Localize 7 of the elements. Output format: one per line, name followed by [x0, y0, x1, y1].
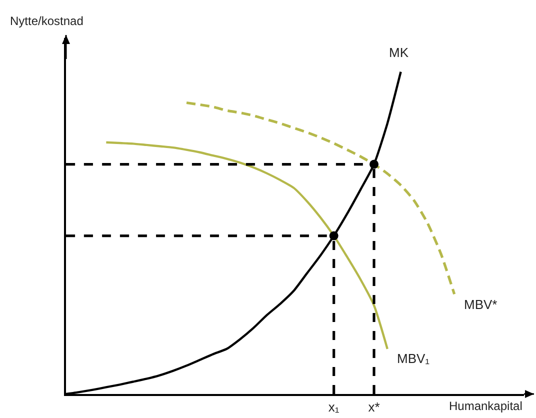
- x-tick-label: x*: [368, 399, 380, 414]
- x-axis-title: Humankapital: [449, 399, 522, 413]
- x-tick-label: x₁: [328, 399, 340, 414]
- series-label: MBV*: [464, 297, 498, 312]
- series-label: MBV₁: [397, 351, 430, 366]
- y-axis-title: Nytte/kostnad: [10, 14, 84, 28]
- series-label: MK: [389, 45, 409, 60]
